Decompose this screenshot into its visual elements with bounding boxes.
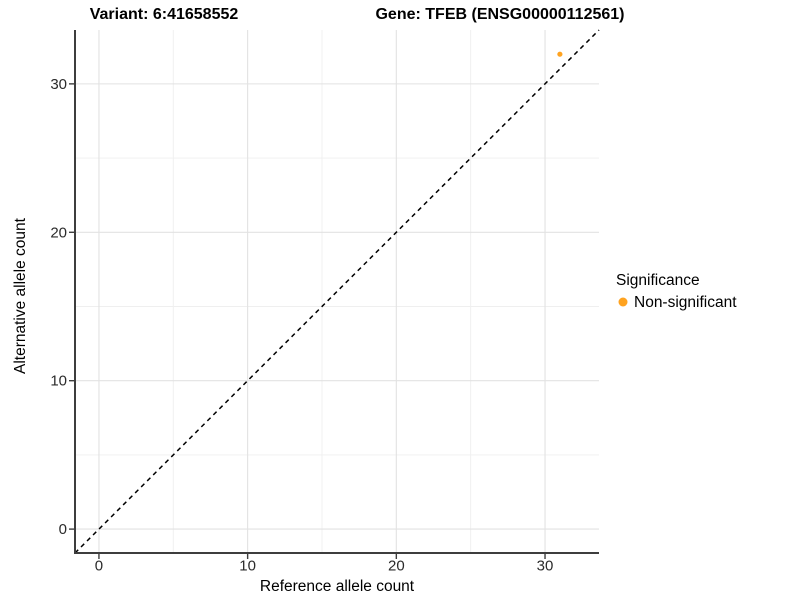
x-tick-label: 10 bbox=[239, 558, 256, 575]
y-tick-label: 10 bbox=[50, 373, 67, 390]
x-tick-label: 0 bbox=[95, 558, 103, 575]
legend-point-icon bbox=[618, 297, 628, 307]
legend-title: Significance bbox=[616, 272, 700, 289]
title-variant: Variant: 6:41658552 bbox=[90, 6, 239, 23]
tick-marks bbox=[69, 83, 546, 559]
legend-entry-label: Non-significant bbox=[634, 294, 737, 311]
data-points bbox=[557, 51, 563, 57]
title-gene: Gene: TFEB (ENSG00000112561) bbox=[375, 6, 624, 23]
data-point bbox=[557, 51, 563, 57]
y-tick-labels: 0 10 20 30 bbox=[50, 76, 67, 538]
x-axis-title: Reference allele count bbox=[260, 578, 415, 595]
identity-line bbox=[74, 29, 600, 554]
y-tick-label: 30 bbox=[50, 76, 67, 93]
y-tick-label: 0 bbox=[59, 521, 67, 538]
major-gridlines bbox=[75, 30, 599, 553]
minor-gridlines bbox=[75, 30, 599, 553]
x-tick-label: 20 bbox=[388, 558, 405, 575]
legend: Significance Non-significant bbox=[616, 272, 737, 311]
x-tick-labels: 0 10 20 30 bbox=[95, 558, 554, 575]
x-tick-label: 30 bbox=[537, 558, 554, 575]
y-tick-label: 20 bbox=[50, 224, 67, 241]
y-axis-title: Alternative allele count bbox=[12, 217, 29, 374]
axis-lines bbox=[74, 30, 599, 554]
